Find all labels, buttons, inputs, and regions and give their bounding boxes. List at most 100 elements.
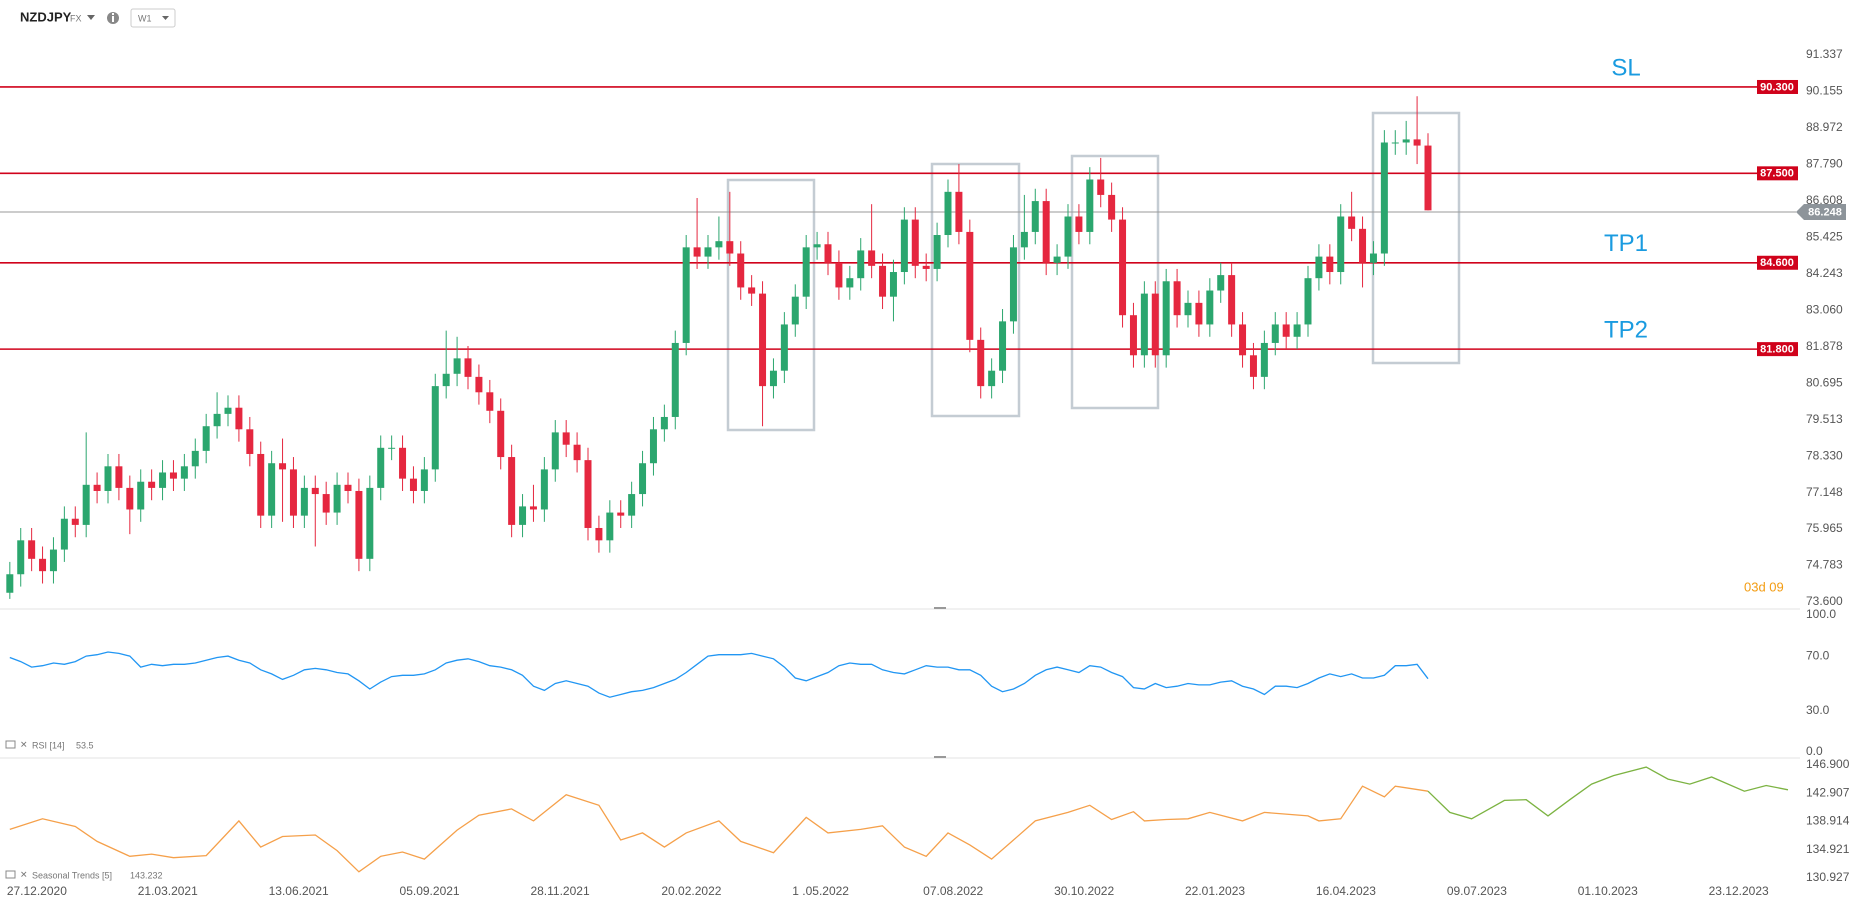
- y-tick-label: 142.907: [1806, 785, 1850, 799]
- candle-body: [639, 463, 647, 495]
- candle-body: [977, 339, 985, 387]
- indicator-value: 143.232: [130, 870, 163, 880]
- candle-body: [1075, 216, 1083, 232]
- candle-body: [737, 253, 745, 288]
- candle-body: [1184, 302, 1192, 316]
- candle-body: [911, 219, 919, 266]
- level-note: TP2: [1604, 316, 1648, 343]
- candle-body: [824, 244, 832, 263]
- candle-body: [1348, 216, 1356, 229]
- candle-body: [431, 386, 439, 470]
- pane-legends: ✕ RSI [14] 53.5 ✕ Seasonal Trends [5] 14…: [5, 739, 163, 880]
- timeframe-select[interactable]: [130, 8, 176, 28]
- y-tick-label: 138.914: [1806, 814, 1850, 828]
- candle-body: [453, 358, 461, 374]
- legend-icon[interactable]: [5, 740, 16, 749]
- candle-body: [1282, 324, 1290, 337]
- candle-body: [879, 265, 887, 297]
- y-tick-label: 83.060: [1806, 302, 1843, 316]
- level-tag-label: 84.600: [1760, 257, 1794, 269]
- candle-body: [49, 549, 57, 572]
- candle-body: [1413, 139, 1421, 146]
- candle-body: [1053, 256, 1061, 263]
- pane-handle[interactable]: [934, 607, 946, 609]
- symbol[interactable]: NZDJPY: [20, 9, 72, 24]
- candle-body: [1097, 179, 1105, 195]
- close-icon[interactable]: ✕: [20, 869, 28, 879]
- candle-body: [169, 472, 177, 479]
- candle-body: [540, 469, 548, 510]
- candle-body: [1173, 281, 1181, 316]
- x-tick-label: 09.07.2023: [1447, 884, 1507, 898]
- x-tick-label: 28.11.2021: [530, 884, 589, 898]
- candle-body: [148, 481, 156, 488]
- candle-body: [224, 407, 232, 414]
- range-box: [930, 162, 1021, 418]
- candle-body: [388, 447, 396, 449]
- candle-body: [1086, 179, 1094, 232]
- info-icon-dot: [112, 13, 114, 15]
- candle-body: [409, 478, 417, 491]
- candle-body: [1140, 293, 1148, 356]
- candle-body: [213, 413, 221, 427]
- candle-body: [889, 272, 897, 297]
- candle-body: [1315, 256, 1323, 279]
- candle-body: [344, 484, 352, 491]
- annotation-boxes: [726, 111, 1461, 432]
- candle-body: [966, 231, 974, 340]
- level-note: SL: [1611, 54, 1640, 81]
- candle-body: [715, 241, 723, 248]
- level-tag-label: 87.500: [1760, 168, 1794, 180]
- level-tag: [1757, 255, 1798, 270]
- x-tick-label: 21.03.2021: [138, 884, 198, 898]
- candle-body: [1304, 278, 1312, 325]
- candle-body: [333, 484, 341, 513]
- candle-body: [1151, 293, 1159, 356]
- candle-body: [1129, 315, 1137, 356]
- candle-body: [366, 487, 374, 559]
- candle-body: [1359, 228, 1367, 263]
- candle-body: [922, 265, 930, 269]
- candle-body: [279, 463, 287, 470]
- candle-body: [595, 527, 603, 541]
- legend-icon[interactable]: [5, 870, 16, 879]
- y-tick-label: 74.783: [1806, 558, 1843, 572]
- y-tick-label: 90.155: [1806, 84, 1843, 98]
- pane-handle[interactable]: [934, 756, 946, 758]
- x-tick-label: 27.12.2020: [7, 884, 67, 898]
- candle-body: [486, 392, 494, 411]
- candle-body: [813, 244, 821, 248]
- candle-body: [857, 250, 865, 279]
- y-tick-label: 100.0: [1806, 607, 1836, 621]
- candle-body: [257, 453, 265, 516]
- y-tick-label: 88.972: [1806, 120, 1843, 134]
- y-tick-label: 73.600: [1806, 594, 1843, 608]
- candle-body: [617, 512, 625, 516]
- y-tick-label: 87.790: [1806, 157, 1843, 171]
- indicator-title: Seasonal Trends [5]: [32, 870, 112, 880]
- y-tick-label: 86.608: [1806, 193, 1843, 207]
- level-tag-label: 81.800: [1760, 344, 1794, 356]
- candle-body: [606, 512, 614, 541]
- candle-body: [1369, 253, 1377, 263]
- candle-body: [1271, 324, 1279, 343]
- symbol-dropdown[interactable]: [87, 15, 95, 20]
- close-icon[interactable]: ✕: [20, 739, 28, 749]
- level-note: TP1: [1604, 230, 1648, 257]
- candle-body: [1260, 342, 1268, 377]
- range-box: [1070, 154, 1160, 410]
- current-price-tag: [1796, 203, 1846, 220]
- candle-body: [1239, 324, 1247, 356]
- y-tick-label: 30.0: [1806, 703, 1830, 717]
- indicator-line: [1427, 766, 1789, 820]
- header: NZDJPY FX W1: [20, 8, 176, 28]
- candle-body: [1326, 256, 1334, 273]
- candle-body: [1217, 275, 1225, 291]
- x-tick-label: 22.01.2023: [1185, 884, 1245, 898]
- candle-body: [39, 558, 47, 572]
- candle-body: [999, 321, 1007, 371]
- candle-body: [126, 487, 134, 510]
- range-box: [1371, 111, 1461, 365]
